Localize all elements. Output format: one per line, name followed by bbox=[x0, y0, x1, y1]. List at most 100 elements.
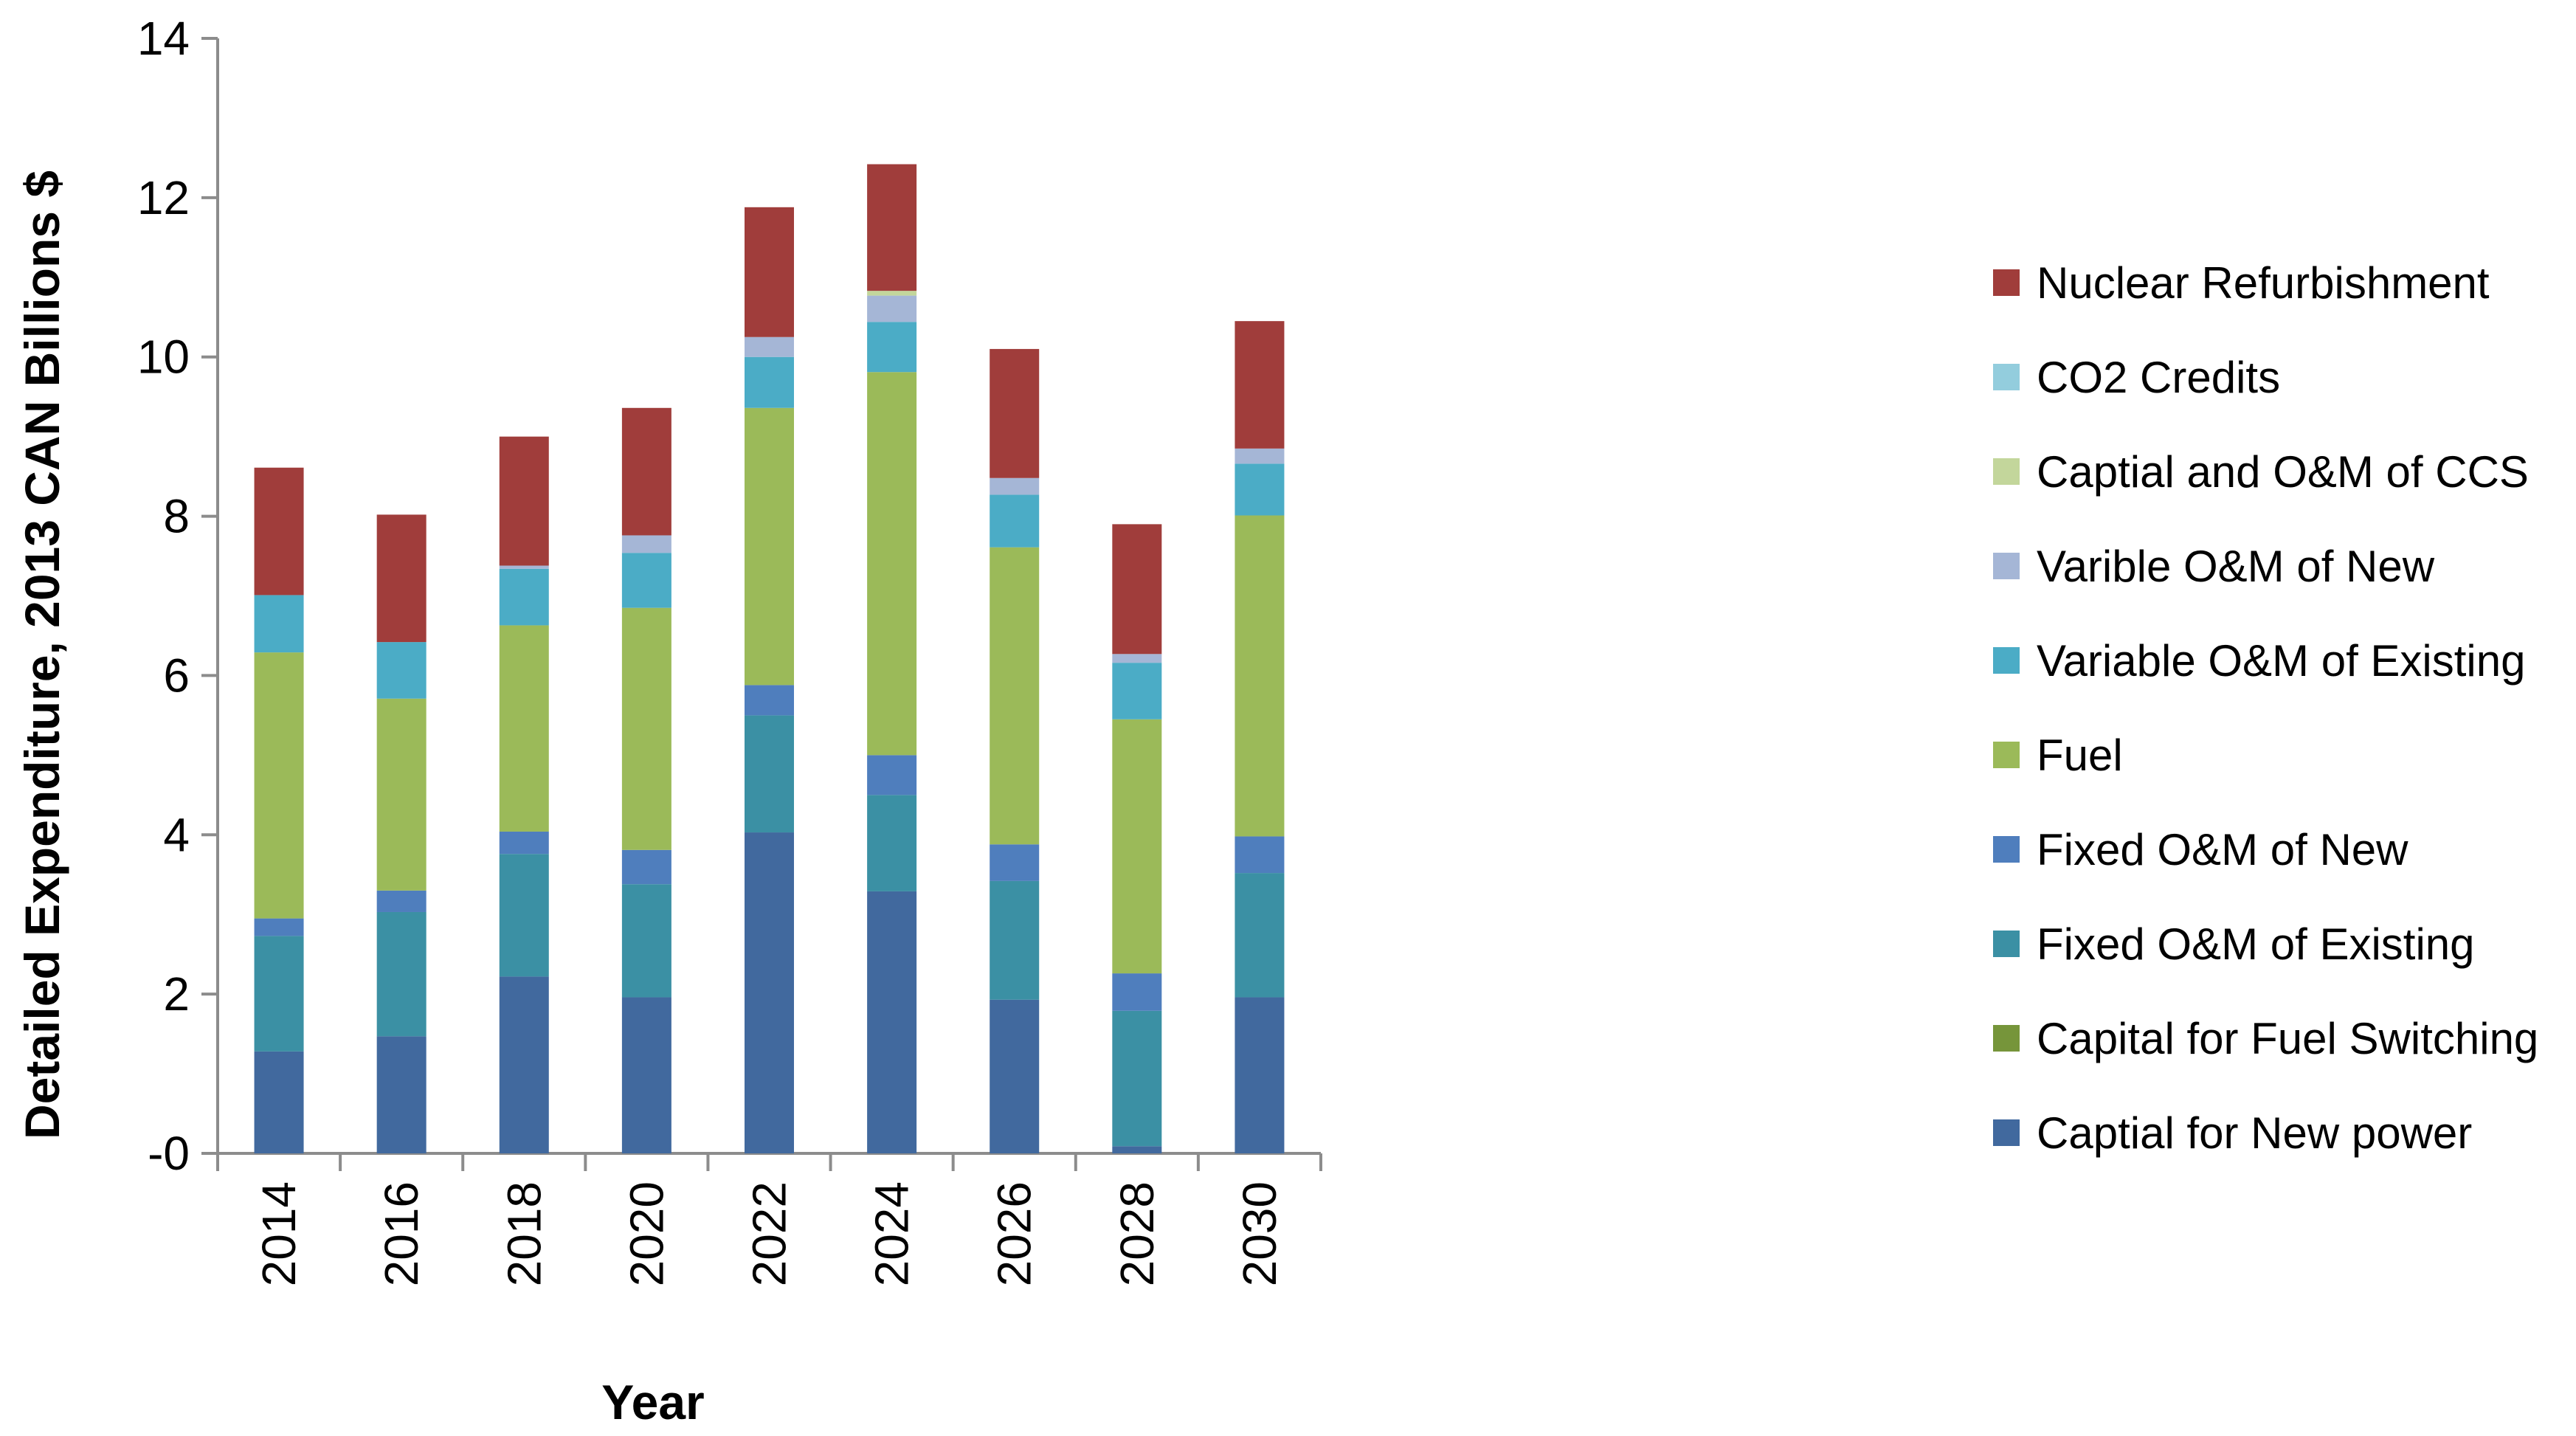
bar-segment bbox=[376, 911, 427, 1037]
bar-segment bbox=[1112, 663, 1162, 719]
y-tick-label: -0 bbox=[148, 1127, 190, 1180]
bar-segment bbox=[254, 918, 304, 936]
bar-segment bbox=[867, 322, 917, 373]
legend-label: Nuclear Refurbishment bbox=[2037, 258, 2490, 308]
bar-segment bbox=[990, 844, 1040, 881]
bar-segment bbox=[621, 535, 671, 553]
bar-segment bbox=[745, 356, 794, 408]
y-tick-label: 2 bbox=[163, 967, 190, 1021]
legend: Nuclear Refurbishment CO2 Credits Captial … bbox=[1993, 258, 2538, 1158]
bar-segment bbox=[1235, 836, 1285, 874]
x-tick-label: 2024 bbox=[866, 1181, 919, 1286]
legend-swatch bbox=[1993, 458, 2020, 485]
legend-swatch bbox=[1993, 1025, 2020, 1052]
bar-segment bbox=[867, 291, 917, 296]
legend-label: Fixed O&M of Existing bbox=[2037, 919, 2475, 969]
bar-segment bbox=[990, 999, 1040, 1153]
bar-segment bbox=[376, 642, 427, 699]
legend-swatch bbox=[1993, 836, 2020, 863]
bar-segment bbox=[867, 164, 917, 291]
bar-segment bbox=[990, 477, 1040, 495]
bar-segment bbox=[867, 295, 917, 322]
bar-segment bbox=[867, 891, 917, 1153]
legend-label: Captial and O&M of CCS bbox=[2037, 447, 2529, 497]
legend-swatch bbox=[1993, 553, 2020, 579]
bar-segment bbox=[867, 372, 917, 756]
y-tick-label: 14 bbox=[137, 12, 190, 65]
bar-segment bbox=[1112, 1010, 1162, 1147]
bar-segment bbox=[621, 884, 671, 998]
bar-segment bbox=[621, 407, 671, 536]
bar-segment bbox=[254, 652, 304, 919]
bar-segment bbox=[745, 407, 794, 686]
y-tick-label: 4 bbox=[163, 808, 190, 861]
bar-segment bbox=[1112, 654, 1162, 663]
bar-segment bbox=[1112, 973, 1162, 1011]
bar-segment bbox=[1112, 719, 1162, 974]
x-tick-label: 2022 bbox=[743, 1181, 796, 1286]
bar-segment bbox=[1112, 1146, 1162, 1153]
bar-segment bbox=[621, 607, 671, 850]
bar-segment bbox=[376, 890, 427, 912]
legend-swatch bbox=[1993, 364, 2020, 390]
bar-segment bbox=[621, 553, 671, 608]
bar-segment bbox=[499, 565, 549, 569]
bar-segment bbox=[499, 831, 549, 855]
y-axis-title: Detailed Expenditure, 2013 CAN Billions … bbox=[15, 170, 69, 1139]
x-tick-label: 2016 bbox=[375, 1181, 428, 1286]
x-tick-label: 2028 bbox=[1111, 1181, 1164, 1286]
legend-swatch bbox=[1993, 269, 2020, 296]
bar-segment bbox=[254, 1051, 304, 1153]
bar-segment bbox=[1235, 515, 1285, 837]
legend-label: Captial for New power bbox=[2037, 1108, 2472, 1158]
legend-label: Capital for Fuel Switching bbox=[2037, 1014, 2538, 1063]
bar-segment bbox=[499, 436, 549, 566]
bar-segment bbox=[745, 207, 794, 337]
bar-segment bbox=[376, 514, 427, 643]
y-tick-label: 12 bbox=[137, 171, 190, 224]
bar-segment bbox=[254, 936, 304, 1052]
y-tick-label: 8 bbox=[163, 490, 190, 543]
bar-segment bbox=[1112, 524, 1162, 655]
bar-segment bbox=[499, 625, 549, 832]
y-tick-label: 10 bbox=[137, 331, 190, 384]
bar-segment bbox=[254, 467, 304, 596]
bar-segment bbox=[499, 976, 549, 1153]
bar-segment bbox=[867, 795, 917, 891]
bar-segment bbox=[745, 336, 794, 357]
bar-segment bbox=[254, 595, 304, 653]
bar-segment bbox=[621, 849, 671, 885]
bar-segment bbox=[990, 494, 1040, 548]
legend-swatch bbox=[1993, 647, 2020, 674]
x-tick-label: 2026 bbox=[988, 1181, 1041, 1286]
bar-segment bbox=[1235, 873, 1285, 998]
x-axis-title: Year bbox=[601, 1375, 704, 1429]
labels-layer: -0 2 4 6 8 10 12 14 2014 2016 2018 2020 2022 2024 2026… bbox=[15, 12, 1286, 1429]
x-tick-label: 2014 bbox=[252, 1181, 305, 1286]
legend-swatch bbox=[1993, 742, 2020, 768]
bar-segment bbox=[376, 1036, 427, 1153]
legend-label: Variable O&M of Existing bbox=[2037, 636, 2526, 686]
bar-segment bbox=[499, 568, 549, 626]
bar-segment bbox=[1235, 997, 1285, 1153]
bar-segment bbox=[990, 348, 1040, 478]
bar-segment bbox=[1235, 448, 1285, 464]
x-tick-label: 2018 bbox=[497, 1181, 550, 1286]
bar-segment bbox=[990, 547, 1040, 845]
legend-swatch bbox=[1993, 1119, 2020, 1146]
bars-layer bbox=[254, 164, 1285, 1153]
bar-segment bbox=[745, 715, 794, 833]
y-tick-label: 6 bbox=[163, 649, 190, 702]
bar-segment bbox=[990, 880, 1040, 1000]
x-tick-label: 2030 bbox=[1233, 1181, 1286, 1286]
bar-segment bbox=[745, 685, 794, 716]
bar-segment bbox=[621, 997, 671, 1153]
bar-segment bbox=[745, 832, 794, 1153]
legend-label: Varible O&M of New bbox=[2037, 542, 2435, 591]
bar-segment bbox=[499, 854, 549, 977]
bar-segment bbox=[867, 755, 917, 795]
bar-segment bbox=[1235, 321, 1285, 449]
legend-label: CO2 Credits bbox=[2037, 353, 2280, 402]
